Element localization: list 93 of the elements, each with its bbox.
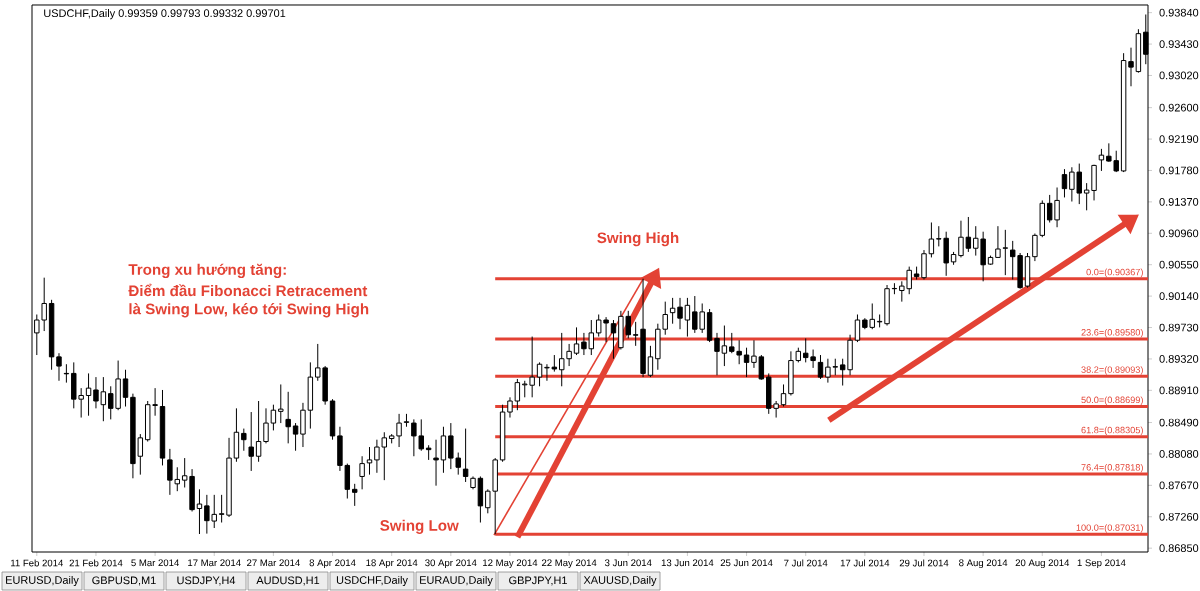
candlestick [573, 326, 580, 356]
y-tick-label: 0.87260 [1159, 512, 1199, 521]
y-tick-label: 0.92190 [1159, 135, 1199, 143]
candlestick [440, 426, 447, 474]
candlestick [433, 439, 439, 487]
text: USDJPY,H4 [177, 576, 236, 586]
candlestick [743, 347, 750, 378]
candlestick [255, 400, 262, 463]
candlestick [292, 422, 299, 452]
x-tick-label: 17 Mar 2014 [188, 559, 241, 567]
x-tick-label: 17 Jul 2014 [840, 559, 890, 567]
x-tick-label: 22 May 2014 [541, 559, 597, 569]
x-tick-label: 8 Apr 2014 [309, 559, 356, 569]
candlestick [928, 221, 935, 258]
ref-line-label: 23.6=(0.89580) [1081, 328, 1143, 338]
ref-line-label: 38.2=(0.89093) [1081, 366, 1143, 375]
candlestick [817, 354, 824, 380]
y-tick-label: 0.93020 [1159, 71, 1199, 80]
chart-title: USDCHF,Daily 0.99359 0.99793 0.99332 0.99701 [44, 9, 286, 20]
annotation: Swing High [597, 232, 679, 247]
y-tick-label: 0.93840 [1159, 8, 1199, 17]
x-tick-label: 5 Mar 2014 [131, 559, 179, 567]
text: AUDUSD,H1 [256, 576, 320, 586]
candlestick [285, 391, 291, 444]
x-tick-label: 29 Jul 2014 [899, 559, 949, 567]
x-tick-label: 21 Feb 2014 [69, 559, 123, 567]
candlestick [714, 332, 720, 376]
ref-line-label: 61.8=(0.88305) [1081, 426, 1143, 436]
x-tick-label: 7 Jul 2014 [784, 559, 828, 567]
text: EURUSD,Daily [6, 575, 79, 587]
y-tick-label: 0.90960 [1159, 229, 1199, 238]
candlestick [366, 446, 373, 476]
y-tick-label: 0.90550 [1159, 260, 1199, 269]
y-tick-label: 0.86850 [1159, 544, 1199, 553]
candlestick [1128, 47, 1134, 87]
candlestick [248, 411, 254, 472]
x-tick-label: 18 Apr 2014 [366, 559, 418, 569]
y-tick-label: 0.91370 [1159, 198, 1199, 206]
candlestick [196, 488, 203, 535]
candlestick [462, 428, 469, 483]
annotation: là Swing Low, kéo tới Swing High [129, 303, 369, 318]
candlestick [85, 372, 92, 417]
y-tick-label: 0.91780 [1159, 166, 1199, 175]
x-tick-label: 13 Jun 2014 [661, 559, 714, 567]
candlestick [921, 249, 927, 280]
candlestick [536, 361, 543, 387]
candlestick [278, 383, 284, 424]
x-tick-label: 3 Jun 2014 [604, 559, 652, 567]
ref-line-label: 50.0=(0.88699) [1081, 396, 1143, 405]
y-tick-label: 0.92600 [1159, 103, 1199, 112]
candlestick [780, 383, 787, 408]
annotation: Trong xu hướng tăng: [128, 263, 286, 279]
x-tick-label: 20 Aug 2014 [1015, 559, 1070, 569]
y-tick-label: 0.88910 [1159, 386, 1199, 395]
ref-line-label: 100.0=(0.87031) [1076, 524, 1143, 533]
candlestick [677, 297, 683, 330]
x-tick-label: 12 May 2014 [483, 559, 538, 569]
x-tick-label: 1 Sep 2014 [1077, 559, 1126, 569]
text: GBPUSD,M1 [92, 576, 156, 586]
text: USDCHF,Daily [336, 575, 408, 587]
x-tick-label: 25 Jun 2014 [720, 559, 773, 567]
candlestick [352, 483, 358, 507]
annotation: Điểm đầu Fibonacci Retracement [128, 283, 368, 297]
candlestick [610, 319, 617, 360]
x-tick-label: 27 Mar 2014 [247, 559, 300, 567]
candlestick [241, 428, 247, 452]
candlestick [56, 352, 62, 382]
y-tick-label: 0.89730 [1159, 323, 1199, 332]
x-tick-label: 11 Feb 2014 [11, 559, 64, 567]
y-tick-label: 0.87670 [1159, 481, 1199, 490]
candlestick [684, 297, 691, 338]
candlestick [122, 369, 129, 408]
y-tick-label: 0.88490 [1159, 418, 1199, 427]
candlestick [263, 407, 269, 444]
candlestick [721, 325, 728, 367]
x-tick-label: 30 Apr 2014 [425, 559, 477, 569]
text: EURAUD,Daily [420, 575, 493, 587]
x-tick-label: 8 Aug 2014 [959, 559, 1008, 569]
candlestick [270, 404, 277, 431]
text: GBPJPY,H1 [509, 576, 567, 586]
annotation: Swing Low [380, 519, 459, 534]
y-tick-label: 0.88080 [1159, 450, 1199, 458]
candlestick [359, 455, 365, 490]
y-tick-label: 0.90140 [1159, 292, 1199, 300]
candlestick [1098, 148, 1105, 172]
text: XAUUSD,Daily [583, 575, 657, 587]
y-tick-label: 0.93430 [1159, 40, 1199, 48]
ref-line-label: 0.0=(0.90367) [1086, 268, 1143, 278]
candlestick [1061, 168, 1068, 198]
candlestick [647, 345, 654, 378]
candlestick [854, 314, 861, 343]
y-tick-label: 0.89320 [1159, 355, 1199, 363]
ref-line-label: 76.4=(0.87818) [1081, 463, 1143, 473]
